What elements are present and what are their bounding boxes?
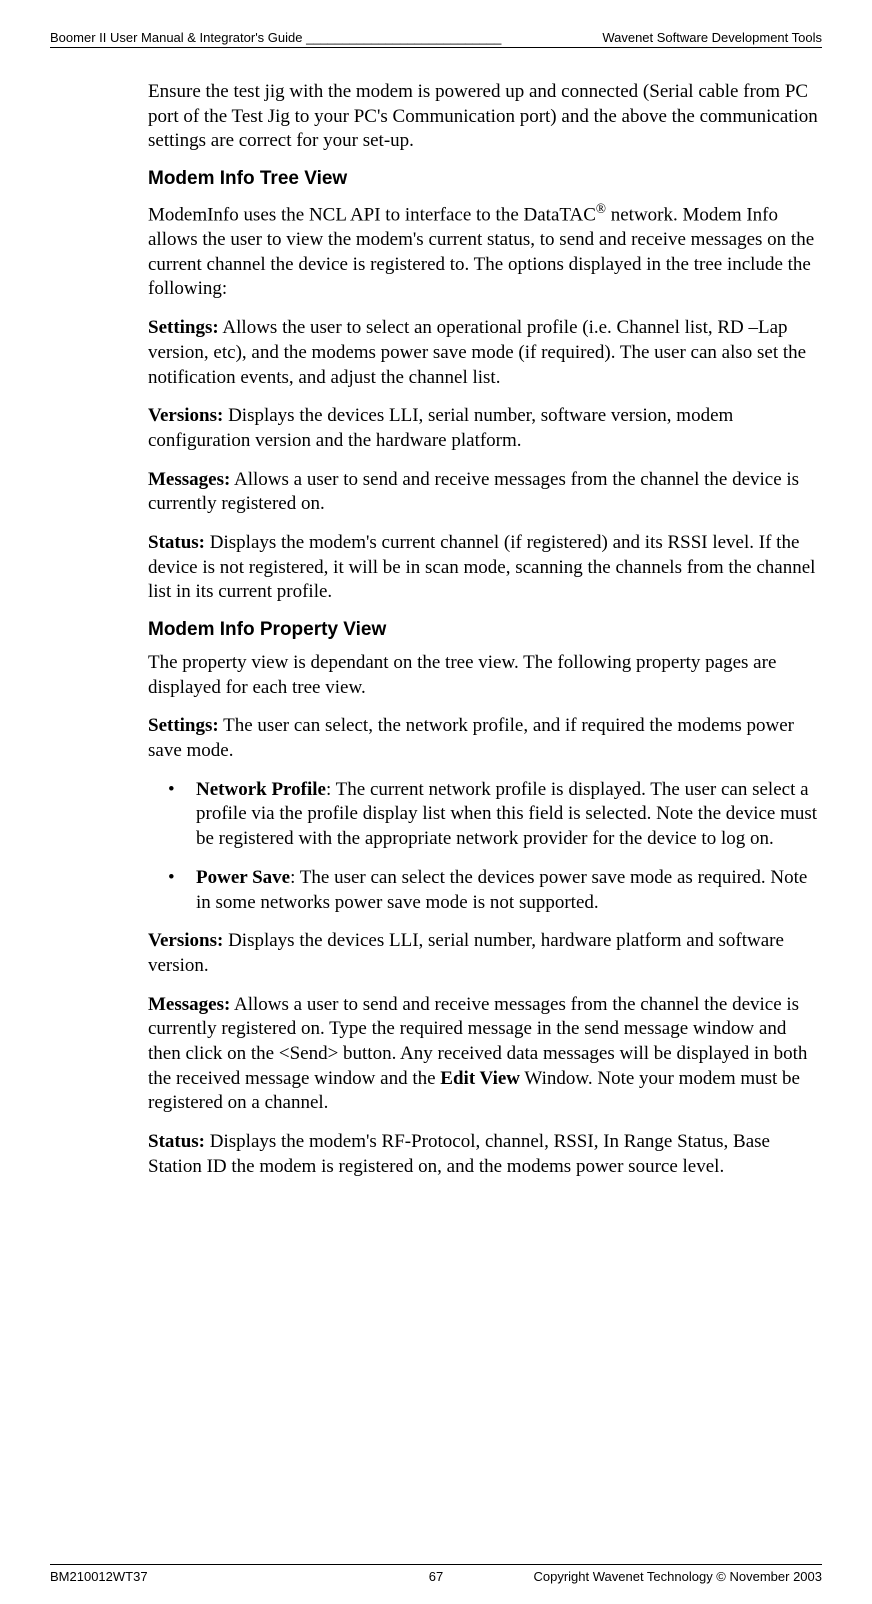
property-versions-para: Versions: Displays the devices LLI, seri…: [148, 929, 822, 978]
tree-view-intro: ModemInfo uses the NCL API to interface …: [148, 200, 822, 302]
messages-label: Messages:: [148, 469, 230, 490]
settings-label: Settings:: [148, 317, 219, 338]
tree-versions-para: Versions: Displays the devices LLI, seri…: [148, 404, 822, 453]
prop-settings-label: Settings:: [148, 715, 219, 736]
settings-bullet-list: Network Profile: The current network pro…: [148, 778, 822, 915]
power-save-label: Power Save: [196, 867, 290, 888]
tree-status-para: Status: Displays the modem's current cha…: [148, 531, 822, 605]
footer-right: Copyright Wavenet Technology © November …: [533, 1569, 822, 1584]
property-settings-para: Settings: The user can select, the netwo…: [148, 714, 822, 763]
settings-text: Allows the user to select an operational…: [148, 317, 806, 387]
header-separator: ___________________________: [306, 30, 501, 45]
content-body: Ensure the test jig with the modem is po…: [148, 80, 822, 1179]
prop-versions-text: Displays the devices LLI, serial number,…: [148, 930, 784, 976]
intro-paragraph: Ensure the test jig with the modem is po…: [148, 80, 822, 154]
page-footer: BM210012WT37 67 Copyright Wavenet Techno…: [50, 1564, 822, 1584]
page-header: Boomer II User Manual & Integrator's Gui…: [50, 30, 822, 48]
list-item: Network Profile: The current network pro…: [190, 778, 822, 852]
tree-messages-para: Messages: Allows a user to send and rece…: [148, 468, 822, 517]
prop-settings-text: The user can select, the network profile…: [148, 715, 794, 761]
prop-status-label: Status:: [148, 1131, 205, 1152]
header-left-text: Boomer II User Manual & Integrator's Gui…: [50, 30, 302, 45]
list-item: Power Save: The user can select the devi…: [190, 866, 822, 915]
footer-left: BM210012WT37: [50, 1569, 148, 1584]
section-heading-property-view: Modem Info Property View: [148, 619, 822, 641]
status-text: Displays the modem's current channel (if…: [148, 532, 815, 602]
network-profile-label: Network Profile: [196, 779, 326, 800]
property-status-para: Status: Displays the modem's RF-Protocol…: [148, 1130, 822, 1179]
page: Boomer II User Manual & Integrator's Gui…: [0, 0, 872, 1604]
header-left: Boomer II User Manual & Integrator's Gui…: [50, 30, 501, 45]
status-label: Status:: [148, 532, 205, 553]
footer-page-number: 67: [429, 1569, 443, 1584]
prop-messages-label: Messages:: [148, 994, 230, 1015]
property-intro: The property view is dependant on the tr…: [148, 651, 822, 700]
property-messages-para: Messages: Allows a user to send and rece…: [148, 993, 822, 1116]
prop-versions-label: Versions:: [148, 930, 223, 951]
registered-mark: ®: [596, 201, 606, 216]
header-right: Wavenet Software Development Tools: [602, 30, 822, 45]
prop-status-text: Displays the modem's RF-Protocol, channe…: [148, 1131, 770, 1177]
versions-label: Versions:: [148, 405, 223, 426]
edit-view-bold: Edit View: [440, 1068, 520, 1089]
messages-text: Allows a user to send and receive messag…: [148, 469, 799, 515]
tree-settings-para: Settings: Allows the user to select an o…: [148, 316, 822, 390]
tree-intro-a: ModemInfo uses the NCL API to interface …: [148, 204, 596, 225]
versions-text: Displays the devices LLI, serial number,…: [148, 405, 733, 451]
section-heading-tree-view: Modem Info Tree View: [148, 168, 822, 190]
